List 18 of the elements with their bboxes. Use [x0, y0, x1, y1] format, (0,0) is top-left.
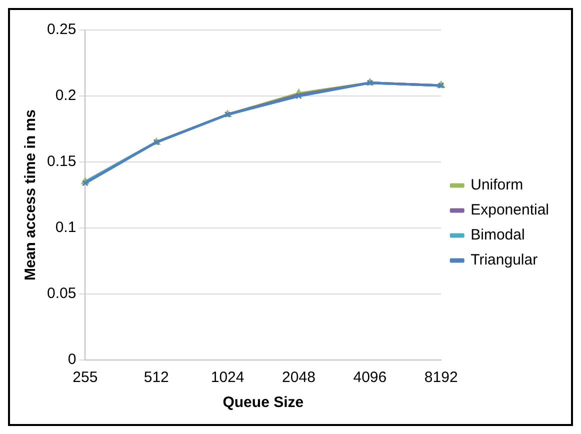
- y-tick-label: 0.15: [46, 153, 76, 170]
- y-tick-label: 0: [68, 351, 76, 368]
- x-tick-label: 1024: [210, 369, 244, 386]
- legend-label: Uniform: [470, 176, 524, 194]
- y-tick-label: 0.2: [55, 87, 76, 104]
- x-axis-title: Queue Size: [222, 394, 304, 412]
- y-tick-label: 0.1: [55, 219, 76, 236]
- y-axis-title: Mean access time in ms: [22, 110, 40, 280]
- legend-label: Triangular: [470, 252, 538, 269]
- x-tick-label: 255: [72, 369, 98, 386]
- x-tick-label: 8192: [424, 369, 458, 386]
- legend-label: Exponential: [470, 202, 550, 219]
- y-tick-label: 0.05: [46, 285, 76, 302]
- y-tick-label: 0.25: [46, 21, 76, 38]
- x-tick-label: 4096: [353, 369, 387, 386]
- x-tick-label: 2048: [282, 369, 316, 386]
- legend-label: Bimodal: [470, 226, 525, 244]
- x-tick-label: 512: [144, 369, 169, 386]
